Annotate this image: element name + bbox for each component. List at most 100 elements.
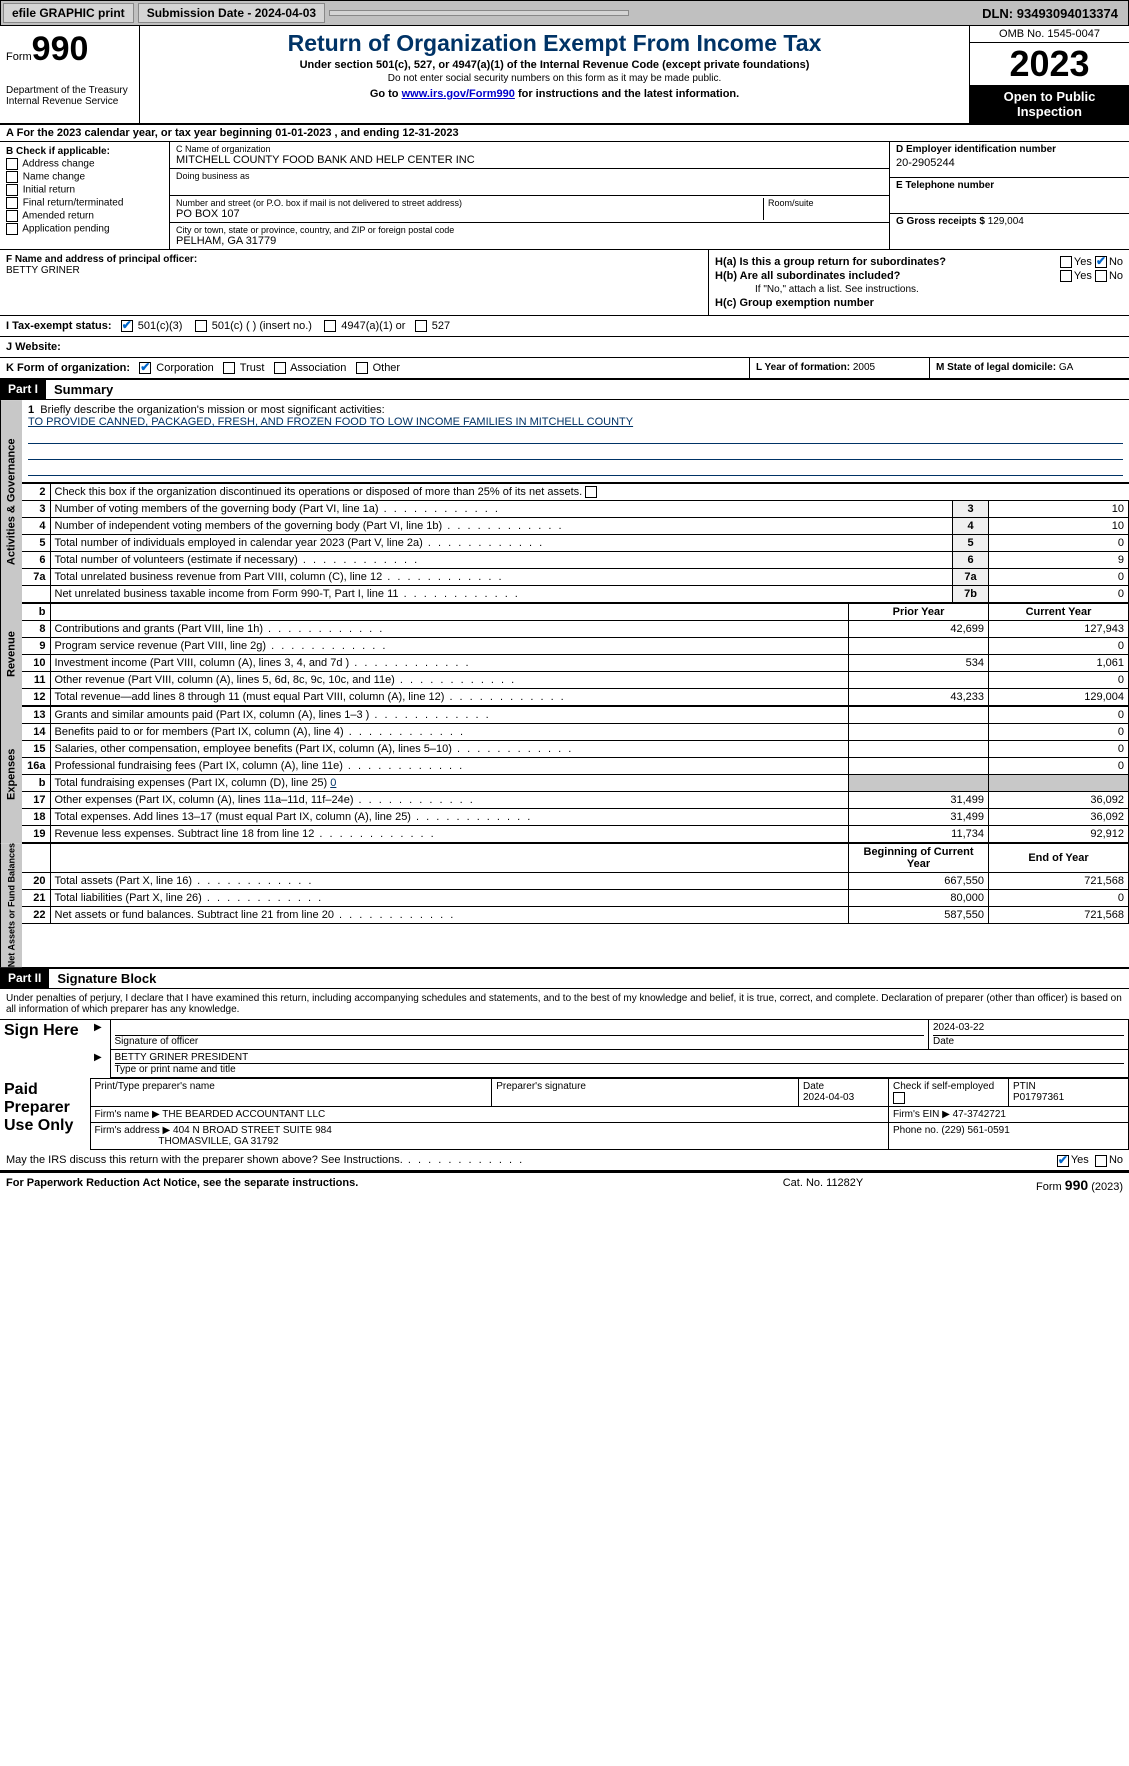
line1-label: Briefly describe the organization's miss…: [40, 404, 384, 416]
chk-name-change[interactable]: [6, 171, 18, 183]
sig-name: BETTY GRINER PRESIDENT: [115, 1052, 1125, 1064]
goto-line: Go to www.irs.gov/Form990 for instructio…: [144, 88, 965, 100]
section-revenue: Revenue bPrior YearCurrent Year 8Contrib…: [0, 603, 1129, 706]
sig-date: 2024-03-22: [933, 1022, 1124, 1036]
ha-yes[interactable]: [1060, 256, 1072, 268]
header-mid: Return of Organization Exempt From Incom…: [140, 26, 969, 123]
chk-application-pending[interactable]: [6, 223, 18, 235]
form-subtitle-2: Do not enter social security numbers on …: [144, 73, 965, 84]
state-domicile-label: M State of legal domicile:: [936, 362, 1059, 373]
chk-discontinued[interactable]: [585, 486, 597, 498]
hc-label: H(c) Group exemption number: [715, 297, 874, 309]
form-org-label: K Form of organization:: [6, 362, 130, 374]
state-domicile: GA: [1059, 362, 1073, 373]
row-j: J Website:: [0, 337, 1129, 358]
hdr-begin: Beginning of Current Year: [849, 844, 989, 873]
prep-date-label: Date: [803, 1081, 824, 1092]
chk-527[interactable]: [415, 320, 427, 332]
part1-header-row: Part I Summary: [0, 380, 1129, 400]
hdr-end: End of Year: [989, 844, 1129, 873]
tax-year: 2023: [970, 43, 1129, 85]
footer-catno: Cat. No. 11282Y: [723, 1177, 923, 1193]
city-value: PELHAM, GA 31779: [176, 235, 883, 247]
year-formation-label: L Year of formation:: [756, 362, 853, 373]
chk-501c[interactable]: [195, 320, 207, 332]
row-i: I Tax-exempt status: 501(c)(3) 501(c) ( …: [0, 316, 1129, 337]
hdr-prior: Prior Year: [849, 604, 989, 621]
chk-self-employed[interactable]: [893, 1092, 905, 1104]
chk-other[interactable]: [356, 362, 368, 374]
form-title: Return of Organization Exempt From Incom…: [144, 30, 965, 57]
side-net: Net Assets or Fund Balances: [0, 843, 22, 967]
prep-date: 2024-04-03: [803, 1092, 854, 1103]
website-label: J Website:: [6, 341, 61, 353]
hb-yes[interactable]: [1060, 270, 1072, 282]
chk-final-return[interactable]: [6, 197, 18, 209]
gross-label: G Gross receipts $: [896, 216, 988, 227]
prep-print-label: Print/Type preparer's name: [90, 1079, 492, 1107]
subdate-label: Submission Date - 2024-04-03: [138, 3, 325, 23]
col-h: H(a) Is this a group return for subordin…: [709, 250, 1129, 315]
sig-officer-label: Signature of officer: [115, 1036, 199, 1047]
section-governance: Activities & Governance 1 Briefly descri…: [0, 400, 1129, 603]
phone-label: Phone no.: [893, 1125, 941, 1136]
declaration: Under penalties of perjury, I declare th…: [0, 989, 1129, 1020]
open-inspection: Open to Public Inspection: [970, 85, 1129, 123]
sig-type-label: Type or print name and title: [115, 1064, 236, 1075]
hdr-curr: Current Year: [989, 604, 1129, 621]
firm-addr2: THOMASVILLE, GA 31792: [158, 1136, 278, 1147]
section-bcd: B Check if applicable: Address change Na…: [0, 142, 1129, 250]
firm-name-label: Firm's name: [95, 1109, 152, 1120]
officer-name: BETTY GRINER: [6, 265, 702, 276]
efile-button[interactable]: efile GRAPHIC print: [3, 3, 134, 23]
footer-paperwork: For Paperwork Reduction Act Notice, see …: [6, 1177, 723, 1193]
net-table: Beginning of Current YearEnd of Year 20T…: [22, 843, 1129, 924]
chk-assoc[interactable]: [274, 362, 286, 374]
discuss-no[interactable]: [1095, 1155, 1107, 1167]
form990-link[interactable]: www.irs.gov/Form990: [402, 88, 515, 100]
chk-trust[interactable]: [223, 362, 235, 374]
part2-title: Signature Block: [49, 969, 164, 988]
irs-label: Internal Revenue Service: [6, 96, 133, 107]
chk-amended-return[interactable]: [6, 210, 18, 222]
ptin-label: PTIN: [1013, 1081, 1036, 1092]
col-b-label: B Check if applicable:: [6, 146, 163, 157]
part1-hdr: Part I: [0, 380, 46, 399]
row-k: K Form of organization: Corporation Trus…: [0, 358, 1129, 380]
row-a-taxyear: A For the 2023 calendar year, or tax yea…: [0, 125, 1129, 142]
form-number: 990: [32, 30, 89, 68]
section-fh: F Name and address of principal officer:…: [0, 250, 1129, 316]
ein-value: 20-2905244: [896, 157, 1123, 169]
addr-label: Number and street (or P.O. box if mail i…: [176, 198, 763, 208]
org-name-label: C Name of organization: [176, 144, 883, 154]
dept-treasury: Department of the Treasury: [6, 85, 133, 96]
ha-no[interactable]: [1095, 256, 1107, 268]
firm-name: THE BEARDED ACCOUNTANT LLC: [162, 1109, 325, 1120]
tel-label: E Telephone number: [896, 180, 1123, 191]
discuss-question: May the IRS discuss this return with the…: [6, 1154, 403, 1166]
section-expenses: Expenses 13Grants and similar amounts pa…: [0, 706, 1129, 843]
hb-note: If "No," attach a list. See instructions…: [715, 284, 1123, 295]
year-formation: 2005: [853, 362, 875, 373]
footer-form: Form 990 (2023): [923, 1177, 1123, 1193]
chk-corp[interactable]: [139, 362, 151, 374]
paid-preparer-label: Paid Preparer Use Only: [0, 1079, 90, 1150]
discuss-yes[interactable]: [1057, 1155, 1069, 1167]
gross-value: 129,004: [988, 216, 1024, 227]
chk-initial-return[interactable]: [6, 184, 18, 196]
chk-501c3[interactable]: [121, 320, 133, 332]
chk-address-change[interactable]: [6, 158, 18, 170]
sign-here-table: Sign Here ▶ Signature of officer 2024-03…: [0, 1020, 1129, 1078]
dln-label: DLN: 93493094013374: [982, 6, 1118, 21]
prep-self-emp: Check if self-employed: [893, 1081, 994, 1092]
col-f: F Name and address of principal officer:…: [0, 250, 709, 315]
mission-text: TO PROVIDE CANNED, PACKAGED, FRESH, AND …: [28, 416, 633, 428]
section-net: Net Assets or Fund Balances Beginning of…: [0, 843, 1129, 969]
chk-4947[interactable]: [324, 320, 336, 332]
side-governance: Activities & Governance: [0, 400, 22, 603]
sign-here-label: Sign Here: [0, 1020, 90, 1078]
dba-label: Doing business as: [176, 171, 883, 181]
topbar-spacer: [329, 10, 629, 16]
hb-no[interactable]: [1095, 270, 1107, 282]
addr-value: PO BOX 107: [176, 208, 763, 220]
